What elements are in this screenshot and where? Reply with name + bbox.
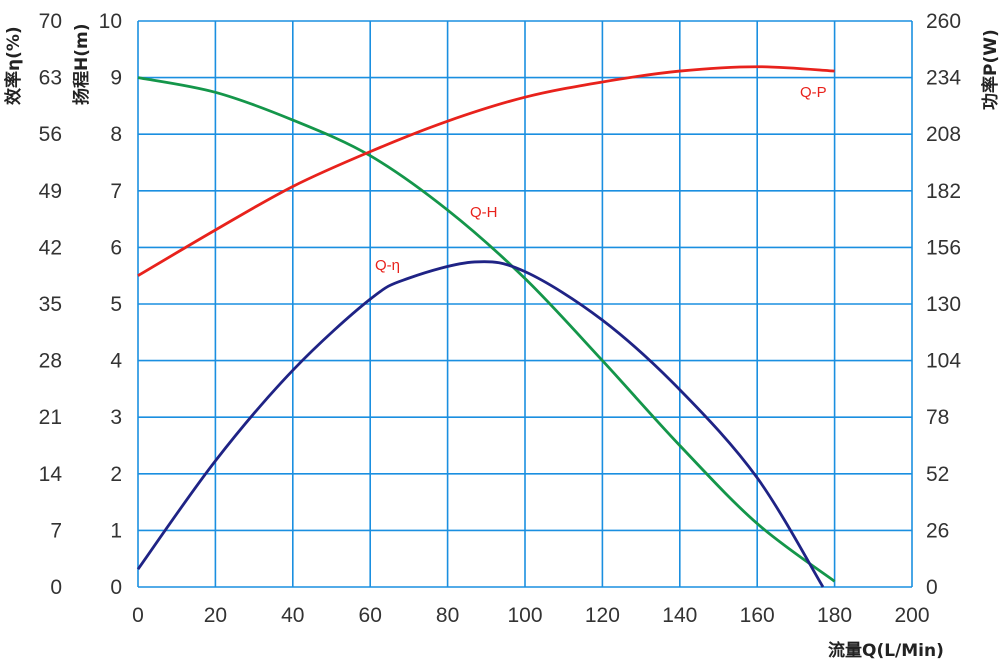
y-eta-tick-label: 21 bbox=[39, 406, 62, 429]
curves bbox=[136, 65, 836, 588]
y-power-tick-label: 156 bbox=[926, 236, 961, 259]
y-eta-tick-label: 49 bbox=[39, 180, 62, 203]
y-eta-tick-label: 42 bbox=[39, 236, 62, 259]
y-head-tick-label: 1 bbox=[110, 519, 122, 542]
y-head-tick-label: 8 bbox=[110, 123, 122, 146]
tick-labels: 0 20 40 60 80 100 120 140 160 180 2000714212835424… bbox=[39, 10, 962, 627]
y-eta-tick-label: 28 bbox=[39, 350, 62, 373]
y-power-tick-label: 26 bbox=[926, 519, 949, 542]
x-tick-label: 200 bbox=[894, 604, 929, 627]
y-head-tick-label: 6 bbox=[110, 236, 122, 259]
y-power-tick-label: 260 bbox=[926, 10, 961, 33]
grid bbox=[137, 20, 913, 588]
y-axis-label-head: 扬程H(m) bbox=[71, 24, 92, 105]
x-tick-label: 180 bbox=[817, 604, 852, 627]
x-axis-label: 流量Q(L/Min) bbox=[828, 640, 944, 661]
curve-q-p bbox=[137, 65, 835, 277]
y-axis-label-efficiency: 效率η(%) bbox=[3, 26, 24, 105]
x-tick-label: 80 bbox=[436, 604, 459, 627]
y-head-tick-label: 7 bbox=[110, 180, 122, 203]
x-tick-label: 40 bbox=[281, 604, 304, 627]
x-tick-label: 140 bbox=[662, 604, 697, 627]
y-eta-tick-label: 0 bbox=[50, 576, 62, 599]
y-power-tick-label: 130 bbox=[926, 293, 961, 316]
y-head-tick-label: 2 bbox=[110, 463, 122, 486]
y-head-tick-label: 4 bbox=[110, 350, 122, 373]
y-head-tick-label: 10 bbox=[99, 10, 122, 33]
y-power-tick-label: 78 bbox=[926, 406, 949, 429]
y-head-tick-label: 9 bbox=[110, 67, 122, 90]
y-eta-tick-label: 70 bbox=[39, 10, 62, 33]
y-power-tick-label: 52 bbox=[926, 463, 949, 486]
label-q-eta: Q-η bbox=[375, 257, 400, 274]
y-power-tick-label: 104 bbox=[926, 350, 961, 373]
y-power-tick-label: 0 bbox=[926, 576, 938, 599]
y-eta-tick-label: 35 bbox=[39, 293, 62, 316]
y-head-tick-label: 5 bbox=[110, 293, 122, 316]
curve-q-eta bbox=[136, 260, 825, 588]
y-eta-tick-label: 14 bbox=[39, 463, 63, 486]
y-head-tick-label: 3 bbox=[110, 406, 122, 429]
x-tick-label: 160 bbox=[740, 604, 775, 627]
y-head-tick-label: 0 bbox=[110, 576, 122, 599]
y-power-tick-label: 208 bbox=[926, 123, 961, 146]
y-eta-tick-label: 63 bbox=[39, 67, 62, 90]
label-q-p: Q-P bbox=[800, 84, 827, 101]
curve-q-h bbox=[137, 76, 836, 583]
x-tick-label: 0 bbox=[132, 604, 144, 627]
x-tick-label: 120 bbox=[585, 604, 620, 627]
y-eta-tick-label: 7 bbox=[50, 519, 62, 542]
x-tick-label: 100 bbox=[507, 604, 542, 627]
y-power-tick-label: 234 bbox=[926, 67, 961, 90]
x-tick-label: 60 bbox=[359, 604, 382, 627]
y-axis-label-power: 功率P(W) bbox=[980, 29, 1000, 110]
y-eta-tick-label: 56 bbox=[39, 123, 62, 146]
label-q-h: Q-H bbox=[470, 204, 498, 221]
y-power-tick-label: 182 bbox=[926, 180, 961, 203]
x-tick-label: 20 bbox=[204, 604, 227, 627]
